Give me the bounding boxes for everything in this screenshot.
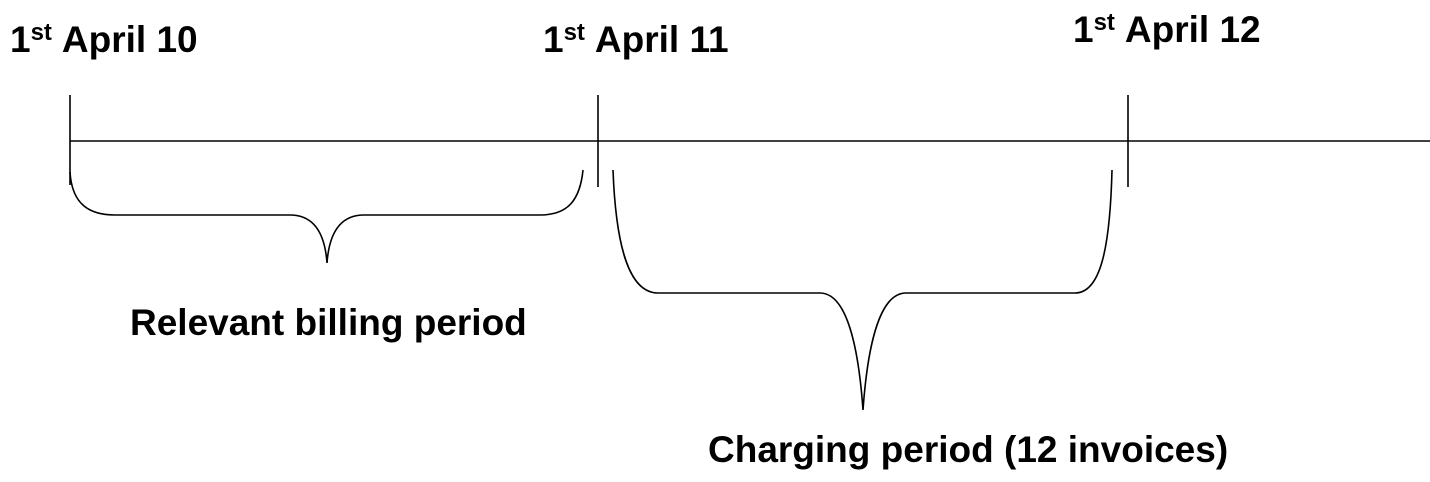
period-label: Relevant billing period <box>130 302 527 343</box>
date-label: 1st April 10 <box>10 19 198 60</box>
brace <box>612 169 1113 411</box>
period-label: Charging period (12 invoices) <box>708 429 1228 470</box>
date-label: 1st April 11 <box>543 19 729 60</box>
brace <box>69 169 584 264</box>
date-label: 1st April 12 <box>1073 9 1261 50</box>
